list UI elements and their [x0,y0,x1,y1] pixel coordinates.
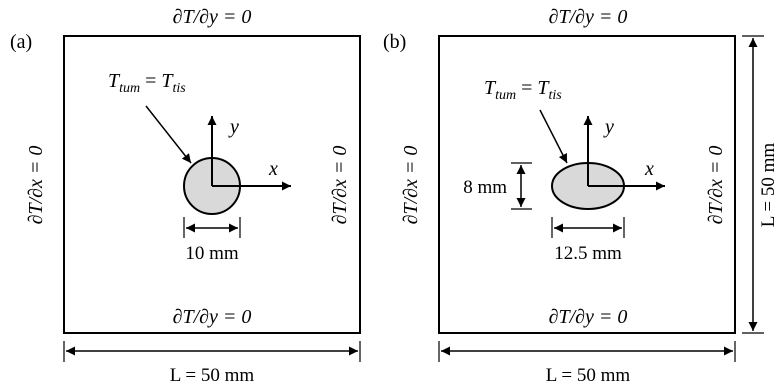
panel-b-bc-left: ∂T/∂x = 0 [400,146,422,225]
panel-a-tumor-width-label: 10 mm [185,243,239,264]
panel-a-bc-top: ∂T/∂y = 0 [173,6,252,28]
panel-b-bc-top: ∂T/∂y = 0 [549,6,628,28]
panel-b-tumor-height-label: 8 mm [463,177,507,198]
panel-a-x-axis-label: x [268,158,278,180]
panel-b-bc-bottom: ∂T/∂y = 0 [549,306,628,328]
panel-b-interface-condition: Ttum = Ttis [484,77,562,103]
panel-a-y-axis-label: y [228,116,239,138]
panel-a-bc-bottom: ∂T/∂y = 0 [173,306,252,328]
panel-a: (a) ∂T/∂y = 0 ∂T/∂y = 0 ∂T/∂x = 0 ∂T/∂x … [10,6,361,386]
panel-b-bc-right: ∂T/∂x = 0 [705,146,727,225]
panel-a-interface-condition: Ttum = Ttis [108,70,186,96]
panel-b-domain-width-label: L = 50 mm [546,365,631,386]
panel-b-tumor-width-label: 12.5 mm [554,243,622,264]
panel-b: (b) ∂T/∂y = 0 ∂T/∂y = 0 ∂T/∂x = 0 ∂T/∂x … [383,6,779,386]
panel-a-label: (a) [10,31,32,53]
panel-a-interface-pointer [145,105,192,164]
panel-a-domain-width-label: L = 50 mm [170,365,255,386]
panel-a-bc-right: ∂T/∂x = 0 [329,146,351,225]
panel-b-label: (b) [383,31,406,53]
panel-b-interface-pointer [539,109,568,164]
panel-b-domain [438,35,736,334]
panel-a-domain [63,35,361,334]
panel-a-bc-left: ∂T/∂x = 0 [25,146,47,225]
panel-b-y-axis-label: y [603,116,614,138]
panel-b-domain-height-label: L = 50 mm [758,143,779,228]
panel-b-x-axis-label: x [644,158,654,180]
